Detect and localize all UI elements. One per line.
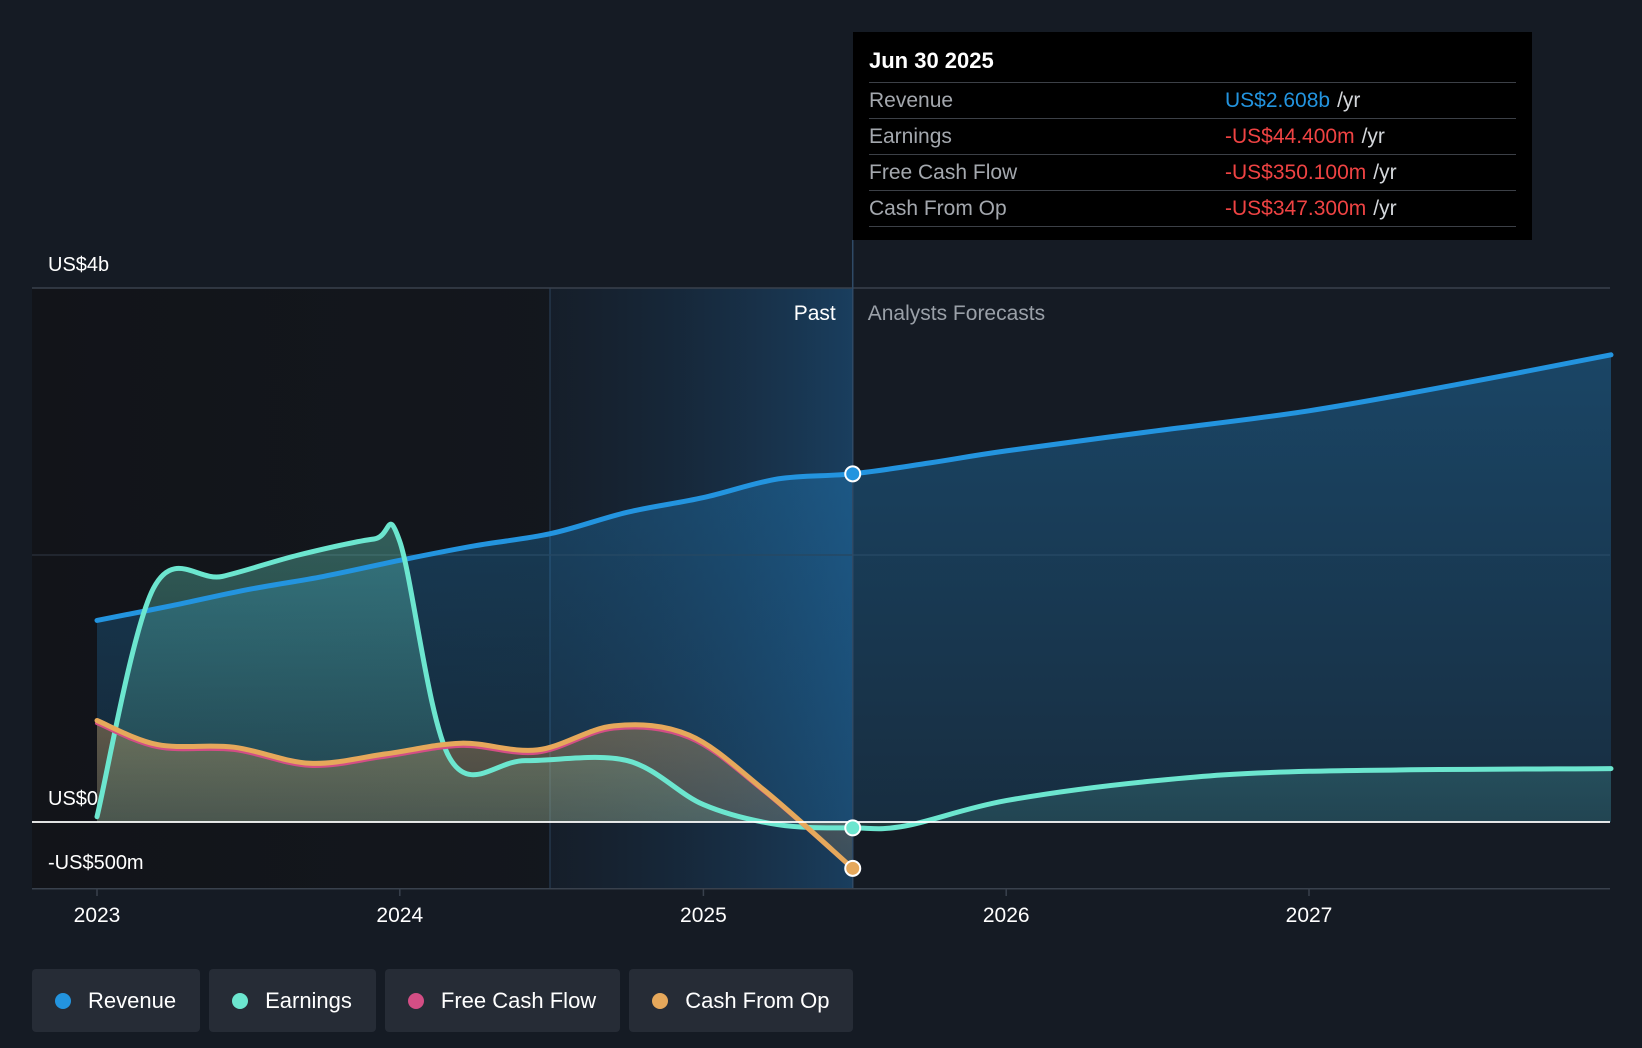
tooltip-row-revenue: Revenue US$2.608b /yr <box>869 82 1516 118</box>
legend-label: Revenue <box>88 987 177 1013</box>
tooltip-value: US$2.608b <box>1225 88 1331 112</box>
tooltip-row-cash-from-op: Cash From Op -US$347.300m /yr <box>869 190 1516 227</box>
tooltip-label: Free Cash Flow <box>869 160 1018 184</box>
tooltip-label: Cash From Op <box>869 196 1007 220</box>
free-cash-flow-dot-icon <box>407 992 424 1009</box>
tooltip-unit: /yr <box>1361 124 1385 148</box>
x-tick-label: 2026 <box>983 904 1030 927</box>
tooltip-date: Jun 30 2025 <box>869 48 994 73</box>
cash-from-op-dot-icon <box>652 992 669 1009</box>
revenue-dot-icon <box>55 992 71 1009</box>
legend: Revenue Earnings Free Cash Flow Cash Fro… <box>32 969 854 1032</box>
earnings-dot-icon <box>232 992 249 1009</box>
cash-from-op-marker <box>844 859 862 877</box>
legend-label: Free Cash Flow <box>440 987 597 1013</box>
x-tick-label: 2024 <box>376 904 423 927</box>
cash-from-op-area <box>97 720 853 869</box>
y-tick-label: US$0 <box>48 788 98 810</box>
tooltip-value: -US$347.300m <box>1225 196 1367 220</box>
tooltip-value: -US$44.400m <box>1225 124 1355 148</box>
x-tick-label: 2023 <box>74 904 121 927</box>
tooltip-label: Revenue <box>869 88 954 112</box>
legend-item-earnings[interactable]: Earnings <box>209 969 376 1032</box>
tooltip-unit: /yr <box>1373 160 1397 184</box>
axis-labels: US$4b US$0 -US$500m 2023 2024 2025 2026 2027 Pas… <box>48 254 1332 927</box>
tooltip-label: Earnings <box>869 124 952 148</box>
series-areas <box>97 354 1611 869</box>
tooltip-row-free-cash-flow: Free Cash Flow -US$350.100m /yr <box>869 154 1516 190</box>
x-tick-label: 2027 <box>1286 904 1333 927</box>
chart: US$4b US$0 -US$500m 2023 2024 2025 2026 2027 Pas… <box>32 240 1614 927</box>
earnings-line <box>94 521 1614 832</box>
legend-label: Cash From Op <box>685 987 830 1013</box>
tooltip-unit: /yr <box>1337 88 1361 112</box>
revenue-area <box>97 354 1611 822</box>
series-lines <box>32 352 1614 871</box>
legend-label: Earnings <box>265 987 352 1013</box>
markers <box>844 465 862 877</box>
legend-item-free-cash-flow[interactable]: Free Cash Flow <box>384 969 621 1032</box>
tooltip-value: -US$350.100m <box>1225 160 1367 184</box>
tooltip-row-earnings: Earnings -US$44.400m /yr <box>869 118 1516 154</box>
earnings-marker <box>844 819 862 837</box>
past-label: Past <box>794 302 836 325</box>
revenue-line <box>94 352 1614 623</box>
y-tick-label: US$4b <box>48 254 109 276</box>
legend-item-revenue[interactable]: Revenue <box>32 969 201 1032</box>
revenue-marker <box>844 465 862 483</box>
forecast-label: Analysts Forecasts <box>868 302 1045 325</box>
y-tick-label: -US$500m <box>48 852 144 874</box>
legend-item-cash-from-op[interactable]: Cash From Op <box>629 969 854 1032</box>
tooltip: Jun 30 2025 Revenue US$2.608b /yr Earnin… <box>853 32 1532 240</box>
tooltip-unit: /yr <box>1373 196 1397 220</box>
x-tick-label: 2025 <box>680 904 727 927</box>
cash-from-op-line <box>94 718 856 871</box>
